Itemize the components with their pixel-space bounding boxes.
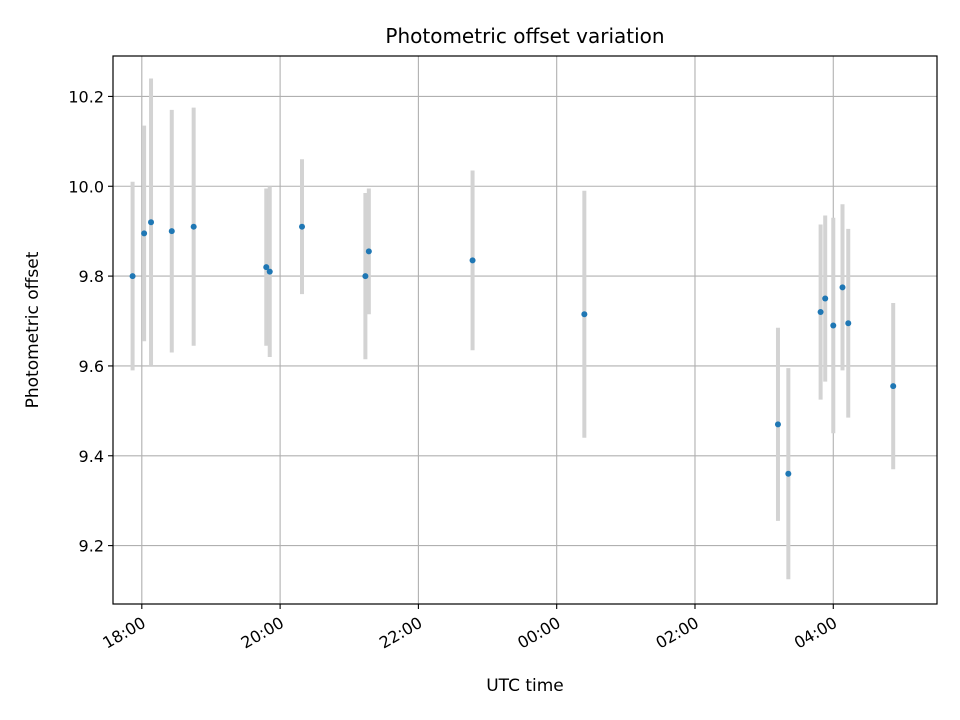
- data-point: [581, 311, 588, 318]
- data-point: [830, 322, 837, 329]
- y-tick-label: 9.2: [79, 537, 104, 556]
- y-tick-label: 9.6: [79, 357, 104, 376]
- data-point: [168, 228, 175, 235]
- plot-frame: [112, 55, 938, 605]
- y-tick-label: 9.8: [79, 267, 104, 286]
- data-point: [266, 268, 273, 275]
- data-point: [299, 223, 306, 230]
- data-point: [469, 257, 476, 264]
- data-point: [774, 421, 781, 428]
- data-point: [190, 223, 197, 230]
- data-point: [365, 248, 372, 255]
- data-point: [141, 230, 148, 237]
- y-tick-label: 10.2: [68, 87, 104, 106]
- data-point: [129, 273, 136, 280]
- data-point: [817, 309, 824, 316]
- data-point: [839, 284, 846, 291]
- data-point: [822, 295, 829, 302]
- data-point: [148, 219, 155, 226]
- y-axis: 9.2 9.4 9.6 9.8 10.0 10.2: [68, 87, 113, 556]
- y-axis-title: Photometric offset: [23, 251, 43, 408]
- x-axis-title: UTC time: [486, 676, 564, 696]
- data-point: [890, 383, 897, 390]
- grid-lines: [113, 56, 937, 604]
- data-point: [263, 264, 270, 271]
- data-points: [129, 219, 897, 477]
- y-tick-label: 9.4: [79, 447, 104, 466]
- y-tick-label: 10.0: [68, 177, 104, 196]
- data-point: [362, 273, 369, 280]
- data-point: [845, 320, 852, 327]
- chart-title: Photometric offset variation: [385, 24, 664, 48]
- data-point: [785, 470, 792, 477]
